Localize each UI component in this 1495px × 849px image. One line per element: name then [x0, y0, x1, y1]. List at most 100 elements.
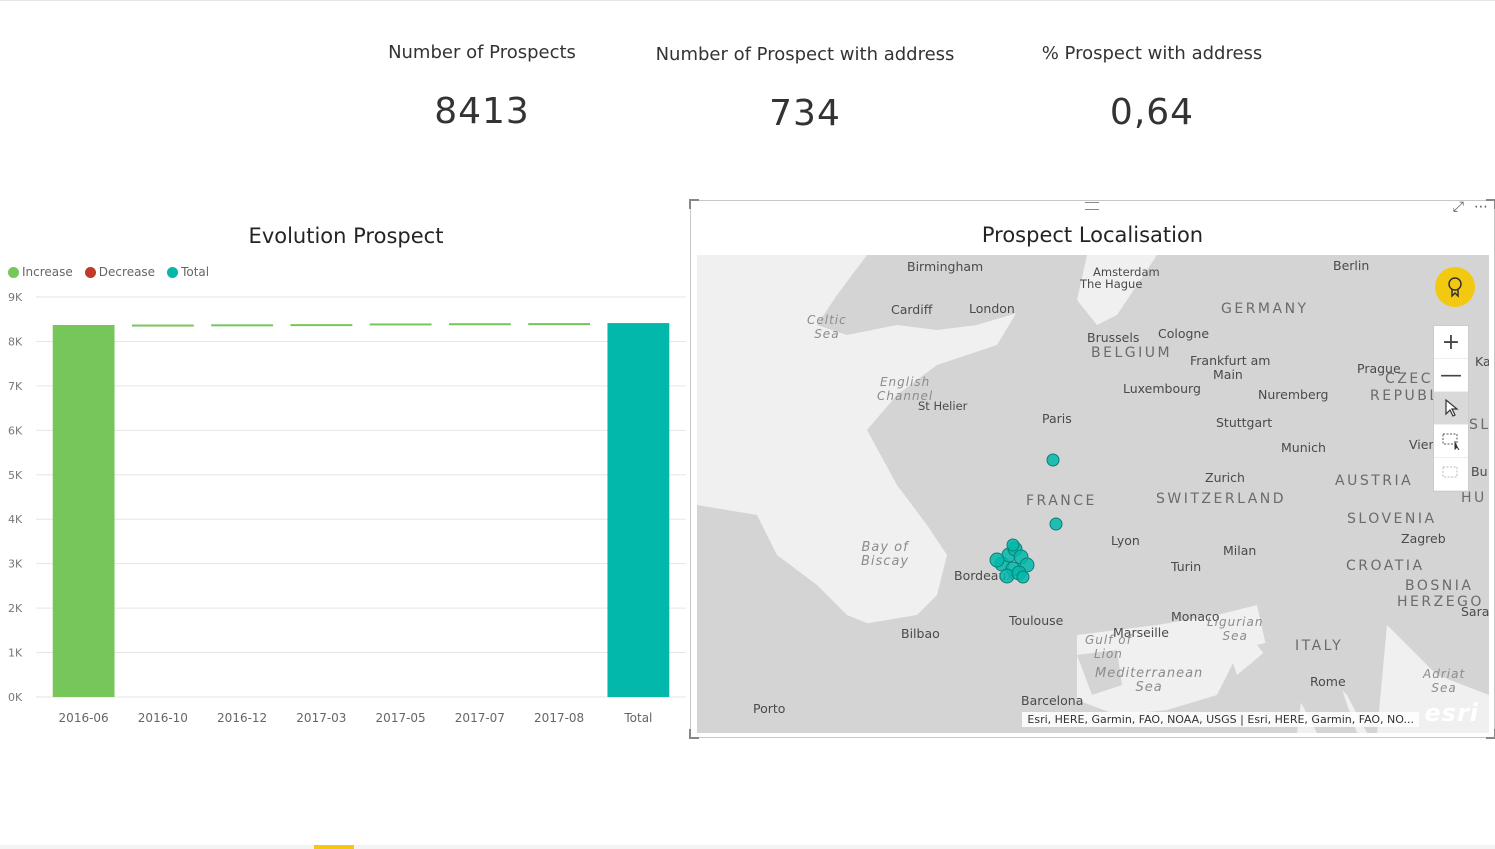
more-options-icon[interactable]: ⋯ [1474, 199, 1488, 215]
map-city-label: Munich [1281, 440, 1326, 455]
map-city-label: Sara [1461, 604, 1489, 619]
map-city-label: Turin [1171, 559, 1202, 574]
drag-handle-icon[interactable] [1085, 202, 1099, 210]
map-data-point[interactable] [1046, 453, 1060, 467]
map-city-label: Prague [1357, 361, 1401, 376]
map-sea-label: Adriat Sea [1423, 667, 1465, 695]
map-city-label: Nuremberg [1258, 387, 1329, 402]
map-country-label: SLOVENIA [1347, 511, 1437, 527]
legend-label: Increase [22, 265, 73, 279]
map-data-point[interactable] [1049, 517, 1063, 531]
y-tick-label: 5K [8, 469, 23, 482]
map-country-label: GERMANY [1221, 301, 1309, 317]
map-sea-label: English Channel [877, 375, 933, 403]
kpi-card-prospects-with-address[interactable]: Number of Prospect with address 734 [650, 44, 960, 134]
map-city-label: Ka [1475, 354, 1489, 369]
map-sea-label: Gulf of Lion [1085, 633, 1132, 661]
chart-bar[interactable] [211, 324, 274, 327]
map-sea-label: Bay of Biscay [861, 541, 909, 569]
map-city-label: St Helier [918, 399, 968, 413]
map-country-label: HU [1461, 490, 1487, 506]
kpi-value: 0,64 [1109, 92, 1195, 133]
pin-icon[interactable] [1435, 267, 1475, 307]
chart-bar[interactable] [369, 323, 432, 326]
select-icon[interactable] [1434, 392, 1468, 425]
kpi-value: 8413 [434, 91, 530, 132]
map-city-label: Birmingham [907, 259, 984, 274]
map-city-label: Vien [1409, 437, 1437, 452]
map-city-label: Bu [1471, 464, 1488, 479]
chart-bar[interactable] [52, 325, 115, 697]
top-divider [0, 0, 1495, 1]
y-tick-label: 7K [8, 380, 23, 393]
resize-handle[interactable] [689, 729, 699, 739]
x-tick-label: 2016-12 [217, 711, 267, 725]
map-country-label: HERZEGO [1397, 594, 1484, 610]
zoom-in-button[interactable]: + [1434, 326, 1468, 359]
map-city-label: Monaco [1171, 609, 1220, 624]
map-city-label: Paris [1042, 411, 1072, 426]
rect-select-icon[interactable] [1434, 425, 1468, 458]
kpi-title: Number of Prospects [388, 42, 576, 63]
map-attribution[interactable]: Esri, HERE, Garmin, FAO, NOAA, USGS | Es… [1022, 712, 1419, 727]
map-points[interactable] [697, 255, 1489, 733]
map-canvas[interactable]: Birmingham Amsterdam The Hague Berlin Ca… [697, 255, 1489, 733]
lasso-icon[interactable] [1434, 458, 1468, 491]
map-sea-label: Celtic Sea [807, 313, 847, 341]
map-city-label: Amsterdam [1093, 265, 1160, 279]
map-country-label: AUSTRIA [1335, 473, 1414, 489]
map-sea-label: Mediterranean Sea [1095, 667, 1203, 695]
kpi-value: 734 [769, 93, 841, 134]
legend-item-increase[interactable]: Increase [8, 265, 73, 279]
chart-bar[interactable] [448, 323, 511, 326]
focus-mode-icon[interactable]: ⤢ [1452, 199, 1464, 215]
map-city-label: Zagreb [1401, 531, 1446, 546]
map-sea-label: Ligurian Sea [1207, 615, 1263, 643]
x-tick-label: 2017-05 [376, 711, 426, 725]
kpi-card-percent-with-address[interactable]: % Prospect with address 0,64 [1022, 43, 1282, 133]
waterfall-chart[interactable]: 0K 1K 2K 3K 4K 5K 6K 7K 8K 9K 2016-06 2016-10 2016-1… [0, 285, 692, 735]
chart-bar[interactable] [131, 324, 194, 327]
map-city-label: Brussels [1087, 330, 1140, 345]
legend-dot [8, 266, 19, 278]
map-data-point[interactable] [1006, 538, 1020, 552]
map-city-label: Luxembourg [1123, 381, 1201, 396]
y-tick-label: 4K [8, 513, 23, 526]
map-city-label: London [969, 301, 1015, 316]
sea-label-line: Gulf of [1085, 633, 1132, 647]
map-country-label: CZECH [1385, 371, 1447, 387]
resize-handle[interactable] [1486, 199, 1495, 209]
page-tabs-bar [0, 845, 1495, 849]
map-city-label: Cologne [1158, 326, 1210, 341]
sea-label-line: Adriat [1423, 667, 1466, 681]
map-city-label: Stuttgart [1216, 415, 1273, 430]
map-country-label: ITALY [1295, 638, 1344, 654]
sea-label-line: Sea [814, 327, 840, 341]
resize-handle[interactable] [689, 199, 699, 209]
kpi-card-prospects[interactable]: Number of Prospects 8413 [350, 42, 614, 132]
x-tick-label: 2017-03 [296, 711, 346, 725]
active-page-tab-indicator[interactable] [314, 845, 354, 849]
resize-handle[interactable] [1486, 729, 1495, 739]
esri-logo: esri [1424, 699, 1479, 727]
map-city-label: The Hague [1080, 277, 1143, 291]
chart-bar[interactable] [528, 323, 591, 326]
map-title: Prospect Localisation [981, 223, 1204, 247]
sea-label-line: Ligurian [1207, 615, 1264, 629]
map-visual[interactable]: ⤢ ⋯ Prospect Localisation Birmingham Ams… [689, 199, 1495, 739]
map-city-label: Lyon [1111, 533, 1140, 548]
sea-label-line: Sea [1135, 680, 1163, 695]
y-tick-label: 9K [8, 291, 23, 304]
legend-item-decrease[interactable]: Decrease [84, 265, 155, 279]
chart-bar[interactable] [290, 324, 353, 327]
sea-label-line: Channel [877, 389, 934, 403]
legend-item-total[interactable]: Total [167, 265, 209, 279]
chart-bar[interactable] [607, 323, 670, 697]
x-tick-label: 2017-07 [455, 711, 505, 725]
map-data-point[interactable] [1016, 570, 1030, 584]
zoom-out-button[interactable]: — [1434, 359, 1468, 392]
map-data-point[interactable] [989, 552, 1005, 568]
map-city-label: Berlin [1333, 258, 1370, 273]
map-city-label: Main [1213, 367, 1243, 382]
map-country-label: FRANCE [1026, 493, 1097, 509]
